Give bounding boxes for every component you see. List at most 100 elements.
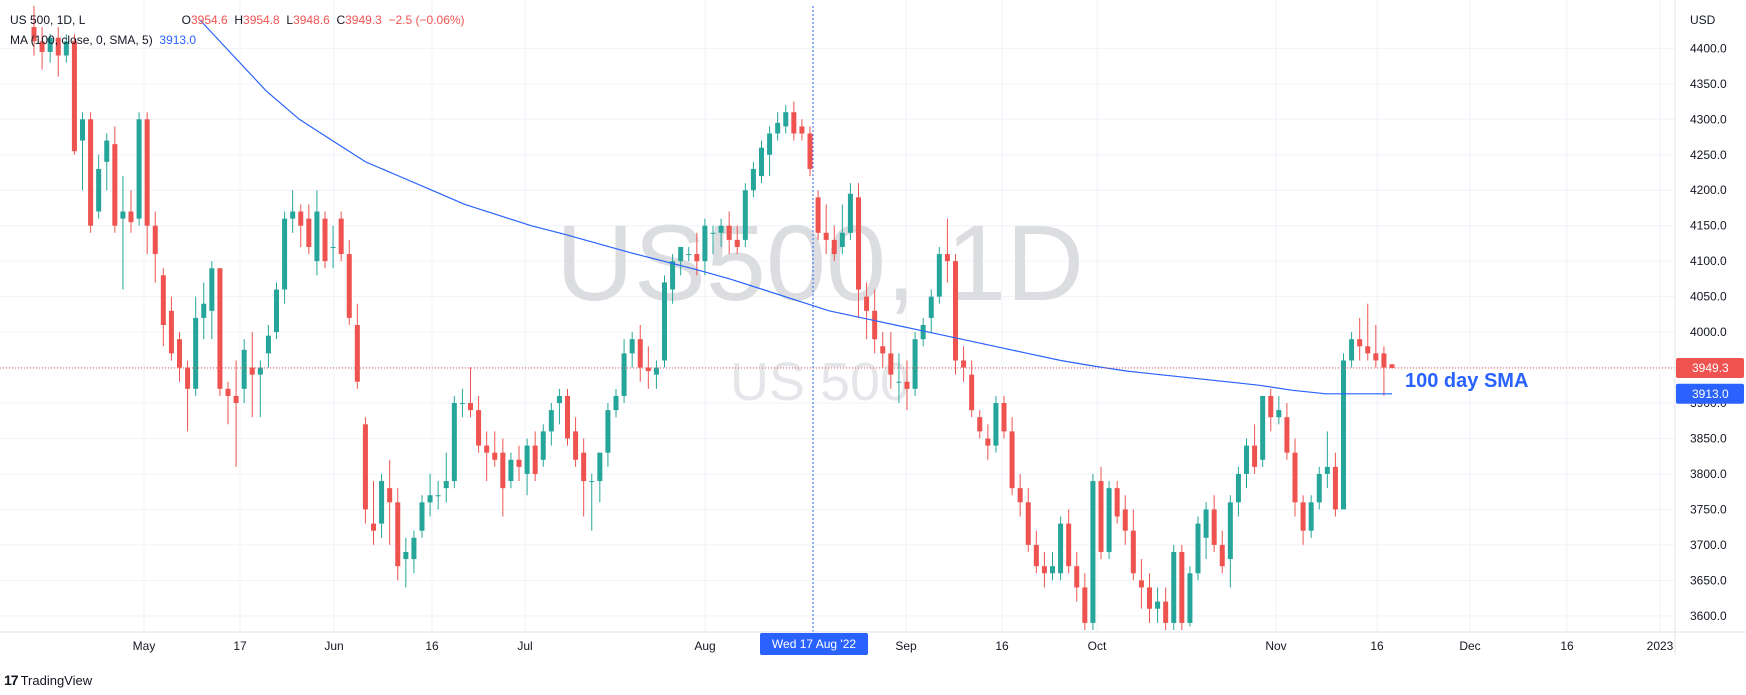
price-tick-label: 3800.0 [1690, 467, 1727, 481]
candle [581, 438, 587, 517]
candle-body [872, 310, 878, 340]
crosshair-date-badge: Wed 17 Aug '22 [760, 633, 868, 655]
candle-body [459, 403, 465, 405]
candle [362, 417, 368, 524]
candle-body [1300, 502, 1306, 531]
candle-body [855, 197, 862, 290]
legend-symbol[interactable]: US 500, 1D, L [10, 13, 85, 27]
legend-change: −2.5 (−0.06%) [388, 13, 465, 27]
candle [209, 261, 215, 340]
candle-body [79, 119, 86, 141]
candle [742, 183, 748, 247]
candle-body [217, 268, 223, 389]
candle [936, 246, 942, 304]
candle-body [257, 367, 263, 375]
candle [670, 254, 676, 304]
candle-body [1357, 339, 1363, 347]
candle [354, 303, 360, 389]
candle-body [686, 254, 692, 256]
candle [823, 204, 829, 255]
watermark-description: US 500 [730, 352, 910, 412]
candle [1332, 452, 1338, 517]
time-axis[interactable]: May 17 Jun 16 Jul Aug Sep 16 Oct Nov 16 Dec 16 2023 [133, 639, 1674, 653]
candle-body [1187, 573, 1193, 623]
candle-body [370, 523, 377, 531]
candle-body [354, 325, 360, 382]
candle-body [1163, 601, 1169, 623]
candle [896, 353, 902, 404]
time-tick-label: Sep [895, 639, 917, 653]
candle-body [322, 218, 328, 262]
tradingview-brand[interactable]: 17 TradingView [4, 672, 92, 688]
candle [79, 112, 86, 191]
candle [1058, 516, 1064, 581]
candle [508, 452, 514, 489]
candle [969, 360, 975, 418]
candle-body [1122, 509, 1128, 531]
candle-body [241, 349, 247, 389]
candle-body [629, 339, 635, 354]
candle-body [516, 459, 522, 467]
candle [225, 381, 231, 425]
price-axis[interactable]: 3600.03650.03700.03750.03800.03850.03900… [1690, 41, 1727, 622]
candle-body [944, 254, 950, 262]
candle-body [63, 41, 69, 56]
candle-body [435, 495, 441, 497]
candle [1049, 551, 1056, 581]
candle-body [185, 367, 191, 389]
candle [758, 140, 765, 184]
candle [160, 268, 166, 347]
candle-body [1227, 502, 1233, 560]
candle [1098, 466, 1104, 560]
candle-body [1001, 403, 1007, 432]
legend-ma-value: 3913.0 [159, 33, 197, 47]
candle-body [734, 239, 740, 247]
candle [1155, 587, 1161, 623]
price-tick-label: 3650.0 [1690, 573, 1727, 587]
candle [653, 360, 659, 389]
candle-body [1066, 523, 1072, 567]
candle-body [379, 481, 385, 524]
legend-ma-label[interactable]: MA (100, close, 0, SMA, 5) [10, 33, 153, 47]
candle-body [467, 403, 474, 411]
candle-body [1074, 566, 1080, 588]
candle-body [1349, 339, 1355, 361]
candle-body [985, 438, 991, 446]
candle-body [443, 481, 449, 489]
candle [1179, 544, 1185, 630]
ma-100-line [199, 19, 1392, 395]
candle-body [1316, 473, 1322, 503]
candle [1033, 530, 1039, 574]
candle [1009, 417, 1015, 496]
candle [1211, 495, 1217, 552]
candle-body [1033, 544, 1039, 567]
candle [1308, 495, 1314, 538]
candle-body [225, 388, 231, 396]
candle-body [694, 254, 700, 262]
candle [104, 133, 110, 191]
candle [532, 431, 538, 482]
candle [839, 204, 845, 255]
candle [112, 126, 118, 233]
candle-body [55, 37, 61, 56]
price-tick-label: 4350.0 [1690, 77, 1727, 91]
candle [1001, 395, 1007, 439]
candle-body [993, 403, 999, 446]
candle-body [880, 346, 886, 354]
candle [273, 282, 280, 340]
candles [31, 5, 1395, 630]
candle [799, 119, 805, 141]
candle [1090, 473, 1096, 630]
candle [1025, 488, 1031, 552]
candle-body [120, 211, 126, 219]
candle [564, 388, 571, 446]
candle-body [564, 395, 571, 439]
candle [1300, 495, 1306, 545]
watermark: US500, 1D US 500 [556, 202, 1084, 412]
candle [467, 367, 474, 418]
candle-body [112, 144, 118, 226]
candle-body [1049, 566, 1056, 574]
candle [1365, 303, 1371, 361]
candle-body [104, 140, 110, 162]
